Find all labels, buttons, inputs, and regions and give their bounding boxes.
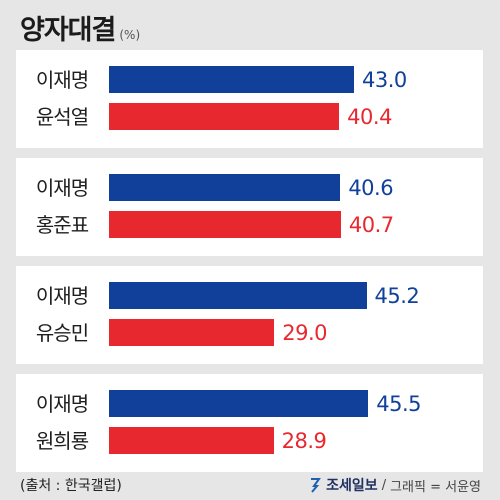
candidate-name: 이재명 (35, 176, 89, 200)
bar (109, 211, 341, 238)
bar (109, 390, 369, 417)
bar (109, 427, 274, 454)
value-label: 40.6 (348, 176, 394, 200)
value-label: 28.9 (281, 429, 327, 453)
candidate-name: 이재명 (35, 284, 89, 308)
chart-header: 양자대결 (%) (20, 8, 141, 46)
matchup-panel-1: 이재명 43.0 윤석열 40.4 (16, 50, 483, 148)
candidate-name: 윤석열 (35, 105, 89, 129)
footer: (출처 : 한국갤럽) 조세일보 / 그래픽 = 서윤영 (16, 472, 483, 496)
chart-title: 양자대결 (20, 15, 116, 46)
bar (109, 282, 367, 309)
candidate-row: 이재명 45.2 (16, 282, 483, 310)
matchup-panel-4: 이재명 45.5 원희룡 28.9 (16, 374, 483, 472)
source-note: (출처 : 한국갤럽) (20, 478, 122, 494)
value-label: 40.7 (348, 213, 394, 237)
value-label: 40.4 (347, 105, 392, 129)
value-label: 45.5 (376, 392, 421, 416)
value-label: 45.2 (374, 284, 420, 308)
credit-separator: / (381, 477, 387, 493)
unit-label: (%) (119, 28, 141, 42)
candidate-name: 이재명 (35, 392, 89, 416)
matchup-panel-3: 이재명 45.2 유승민 29.0 (16, 266, 483, 364)
candidate-row: 이재명 40.6 (16, 174, 483, 202)
candidate-name: 이재명 (35, 68, 89, 92)
matchup-panel-2: 이재명 40.6 홍준표 40.7 (16, 158, 483, 256)
value-label: 43.0 (362, 68, 407, 92)
candidate-row: 홍준표 40.7 (16, 211, 483, 239)
bar (109, 319, 275, 346)
candidate-row: 이재명 43.0 (16, 66, 483, 94)
bar (109, 66, 354, 93)
candidate-row: 원희룡 28.9 (16, 427, 483, 455)
bar (109, 103, 340, 130)
candidate-name: 원희룡 (35, 429, 89, 453)
graphic-credit: 그래픽 = 서윤영 (390, 479, 481, 495)
credit: 조세일보 / 그래픽 = 서윤영 (308, 475, 481, 495)
candidate-row: 윤석열 40.4 (16, 103, 483, 131)
brand-name: 조세일보 (326, 478, 378, 494)
candidate-row: 유승민 29.0 (16, 319, 483, 347)
candidate-row: 이재명 45.5 (16, 390, 483, 418)
candidate-name: 유승민 (35, 321, 89, 345)
bar (109, 174, 341, 201)
value-label: 29.0 (282, 321, 327, 345)
brand-logo-icon (311, 478, 322, 493)
candidate-name: 홍준표 (35, 213, 89, 237)
